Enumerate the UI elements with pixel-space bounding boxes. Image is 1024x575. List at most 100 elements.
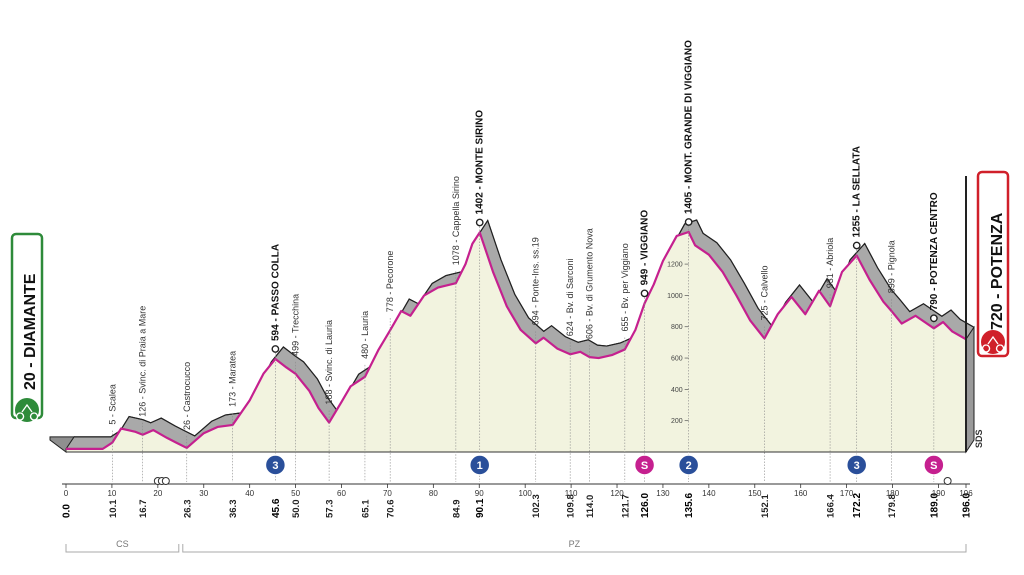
marker-label: 3 [854, 460, 860, 472]
finish-name: 720 - POTENZA [989, 212, 1006, 330]
summit-dot [852, 241, 861, 250]
climb-category-badge-icon [845, 454, 868, 476]
feed-zone-icon [943, 477, 952, 485]
km-tick-label: 160 [794, 489, 808, 498]
marker-label: 3 [272, 460, 278, 472]
km-tick-label: 10 [107, 489, 116, 498]
km-tick-label: 170 [840, 489, 854, 498]
waypoint-distance: 166.4 [826, 494, 837, 518]
summit-dot [929, 314, 938, 323]
waypoint-distance: 70.6 [386, 500, 397, 519]
altitude-tick-label: 1000 [667, 293, 683, 300]
waypoint-distance: 50.0 [291, 500, 302, 519]
waypoint-distance: 109.8 [566, 494, 577, 518]
waypoint-label: 931 - Abriola [825, 238, 835, 289]
waypoint-distance: 0.0 [62, 504, 73, 518]
waypoint-label: 899 - Pignola [887, 240, 897, 293]
waypoint-distance: 26.3 [182, 500, 193, 519]
km-tick-label: 150 [748, 489, 762, 498]
start-banner-layer: 20 - DIAMANTE [10, 232, 44, 422]
marker-label: S [641, 460, 648, 472]
sprint-badge-icon [633, 454, 656, 476]
waypoint-label: 499 - Trecchina [291, 294, 301, 356]
altitude-tick-label: 1200 [667, 262, 683, 269]
waypoint-distance: 57.3 [325, 500, 336, 519]
km-tick-label: 110 [565, 489, 578, 498]
km-tick-label: 20 [153, 489, 162, 498]
km-tick-label: 90 [475, 489, 484, 498]
waypoint-label: 594 - PASSO COLLA [270, 244, 281, 341]
km-tick-label: 100 [519, 489, 533, 498]
province-bracket [65, 544, 180, 553]
waypoint-distance: 114.0 [585, 495, 596, 518]
waypoint-distance: 172.2 [852, 493, 863, 518]
waypoint-label: 655 - Bv. per Viggiano [620, 243, 630, 331]
waypoint-label: 725 - Calvello [759, 265, 769, 320]
km-tick-label: 180 [886, 489, 900, 498]
waypoint-label: 949 - VIGGIANO [640, 210, 651, 286]
summit-dot [684, 218, 693, 226]
km-tick-label: 80 [429, 489, 438, 498]
waypoint-label: 694 - Ponte-Ins. ss.19 [531, 237, 541, 325]
profile-side-wall [965, 325, 975, 454]
waypoint-label: 778 - Pecorone [385, 251, 395, 313]
waypoint-label: 480 - Lauria [360, 311, 370, 359]
sprint-badge-icon [923, 454, 945, 476]
altitude-tick-label: 200 [671, 418, 683, 425]
marker-label: S [930, 460, 937, 472]
province-label: CS [116, 539, 129, 549]
km-tick-label: 140 [702, 489, 716, 498]
waypoint-distance: 16.7 [138, 500, 149, 519]
climb-category-badge-icon [677, 454, 700, 476]
waypoint-label: 188 - Svinc. di Lauria [324, 320, 334, 405]
profile-gradient-line [66, 230, 967, 450]
km-tick-label: 60 [337, 489, 346, 498]
marker-label: 2 [686, 460, 692, 472]
waypoint-distance: 90.1 [475, 498, 486, 518]
brand-logo-text: SDS [974, 429, 984, 448]
waypoint-distance: 65.1 [360, 499, 371, 518]
km-tick-label: 30 [199, 489, 208, 498]
marker-label: 1 [477, 460, 483, 472]
waypoint-label: 173 - Maratea [228, 351, 238, 407]
km-tick-label: 190 [932, 489, 946, 498]
summit-dot [271, 345, 280, 353]
waypoint-label: 26 - Castrocucco [182, 362, 192, 430]
waypoint-distance: 152.1 [760, 494, 771, 518]
waypoint-distance: 121.7 [620, 494, 631, 518]
waypoint-distance: 45.6 [271, 498, 282, 518]
waypoint-distance: 84.9 [451, 500, 462, 519]
km-tick-label: 196 [959, 489, 973, 498]
km-axis-layer: 200 400 600 800 1000 1200 0 10 20 30 40 50 60 70 80 90 1… [62, 262, 984, 553]
waypoint-lines-layer [112, 220, 935, 482]
waypoint-label: 606 - Bv. di Grumento Nova [584, 228, 594, 339]
province-bracket [182, 544, 967, 553]
climb-category-badge-icon [468, 454, 491, 476]
km-tick-label: 40 [245, 489, 254, 498]
start-name: 20 - DIAMANTE [22, 273, 39, 390]
start-cyclist-icon [15, 398, 39, 422]
km-tick-label: 0 [64, 489, 69, 498]
waypoint-distance: 10.1 [108, 499, 119, 518]
climb-sprint-markers-layer: 3 1 S 2 3 S [153, 218, 952, 485]
province-label: PZ [569, 539, 581, 549]
km-tick-label: 130 [656, 489, 670, 498]
finish-bike-glyph [981, 335, 1005, 353]
km-tick-label: 50 [291, 489, 300, 498]
finish-cyclist-icon [981, 330, 1005, 354]
km-tick-label: 70 [383, 489, 392, 498]
finish-banner-layer: 720 - POTENZA [965, 170, 1010, 452]
waypoint-labels-layer: 0.0 5 - Scalea 10.1 126 - Svinc. di Praia a… [62, 40, 973, 518]
climb-category-badge-icon [264, 454, 287, 476]
waypoint-distance: 135.6 [684, 493, 695, 518]
waypoint-label: 1078 - Cappella Sirino [451, 176, 461, 265]
finish-banner [976, 170, 1010, 358]
waypoint-label: 1255 - LA SELLATA [852, 146, 863, 238]
waypoint-distance: 196.0 [962, 493, 973, 518]
waypoint-label: 1402 - MONTE SIRINO [475, 110, 486, 215]
km-tick-label: 120 [610, 489, 624, 498]
feed-zone-icon [161, 477, 170, 485]
waypoint-distance: 126.0 [640, 493, 651, 518]
